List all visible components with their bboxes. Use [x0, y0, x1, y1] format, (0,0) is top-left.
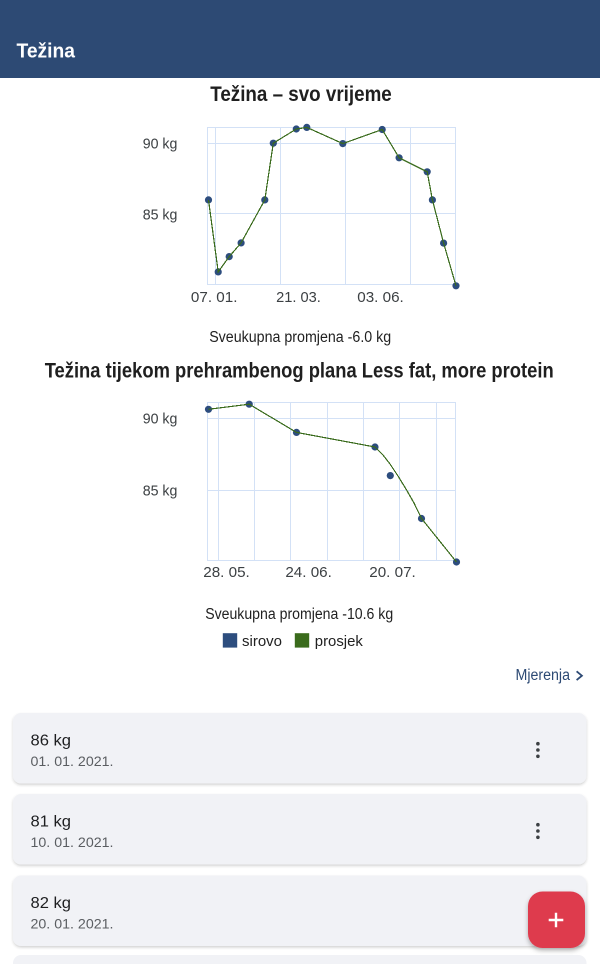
svg-text:Sveukupna promjena -10.6 kg: Sveukupna promjena -10.6 kg — [205, 606, 393, 623]
svg-text:Težina: Težina — [17, 40, 76, 63]
svg-text:10. 01. 2021.: 10. 01. 2021. — [31, 834, 114, 850]
svg-text:85 kg: 85 kg — [143, 483, 178, 500]
svg-text:prosjek: prosjek — [315, 633, 363, 650]
svg-text:sirovo: sirovo — [242, 633, 282, 650]
svg-text:Težina tijekom prehrambenog pl: Težina tijekom prehrambenog plana Less f… — [45, 358, 554, 382]
svg-text:24. 06.: 24. 06. — [285, 564, 332, 581]
svg-text:82 kg: 82 kg — [31, 895, 72, 912]
svg-text:Mjerenja: Mjerenja — [516, 667, 571, 684]
svg-text:85 kg: 85 kg — [143, 207, 178, 224]
svg-text:86 kg: 86 kg — [31, 733, 72, 750]
svg-text:07. 01.: 07. 01. — [191, 289, 238, 306]
svg-text:01. 01. 2021.: 01. 01. 2021. — [31, 753, 114, 769]
svg-text:20. 07.: 20. 07. — [369, 564, 416, 581]
svg-text:90 kg: 90 kg — [143, 136, 178, 153]
svg-text:90 kg: 90 kg — [143, 411, 178, 428]
svg-text:21. 03.: 21. 03. — [276, 289, 321, 306]
svg-text:81 kg: 81 kg — [31, 814, 72, 831]
svg-text:03. 06.: 03. 06. — [357, 289, 404, 306]
svg-text:28. 05.: 28. 05. — [203, 564, 250, 581]
svg-text:Težina – svo vrijeme: Težina – svo vrijeme — [210, 82, 392, 106]
svg-text:Sveukupna promjena -6.0 kg: Sveukupna promjena -6.0 kg — [209, 329, 391, 346]
svg-text:20. 01. 2021.: 20. 01. 2021. — [31, 916, 114, 932]
